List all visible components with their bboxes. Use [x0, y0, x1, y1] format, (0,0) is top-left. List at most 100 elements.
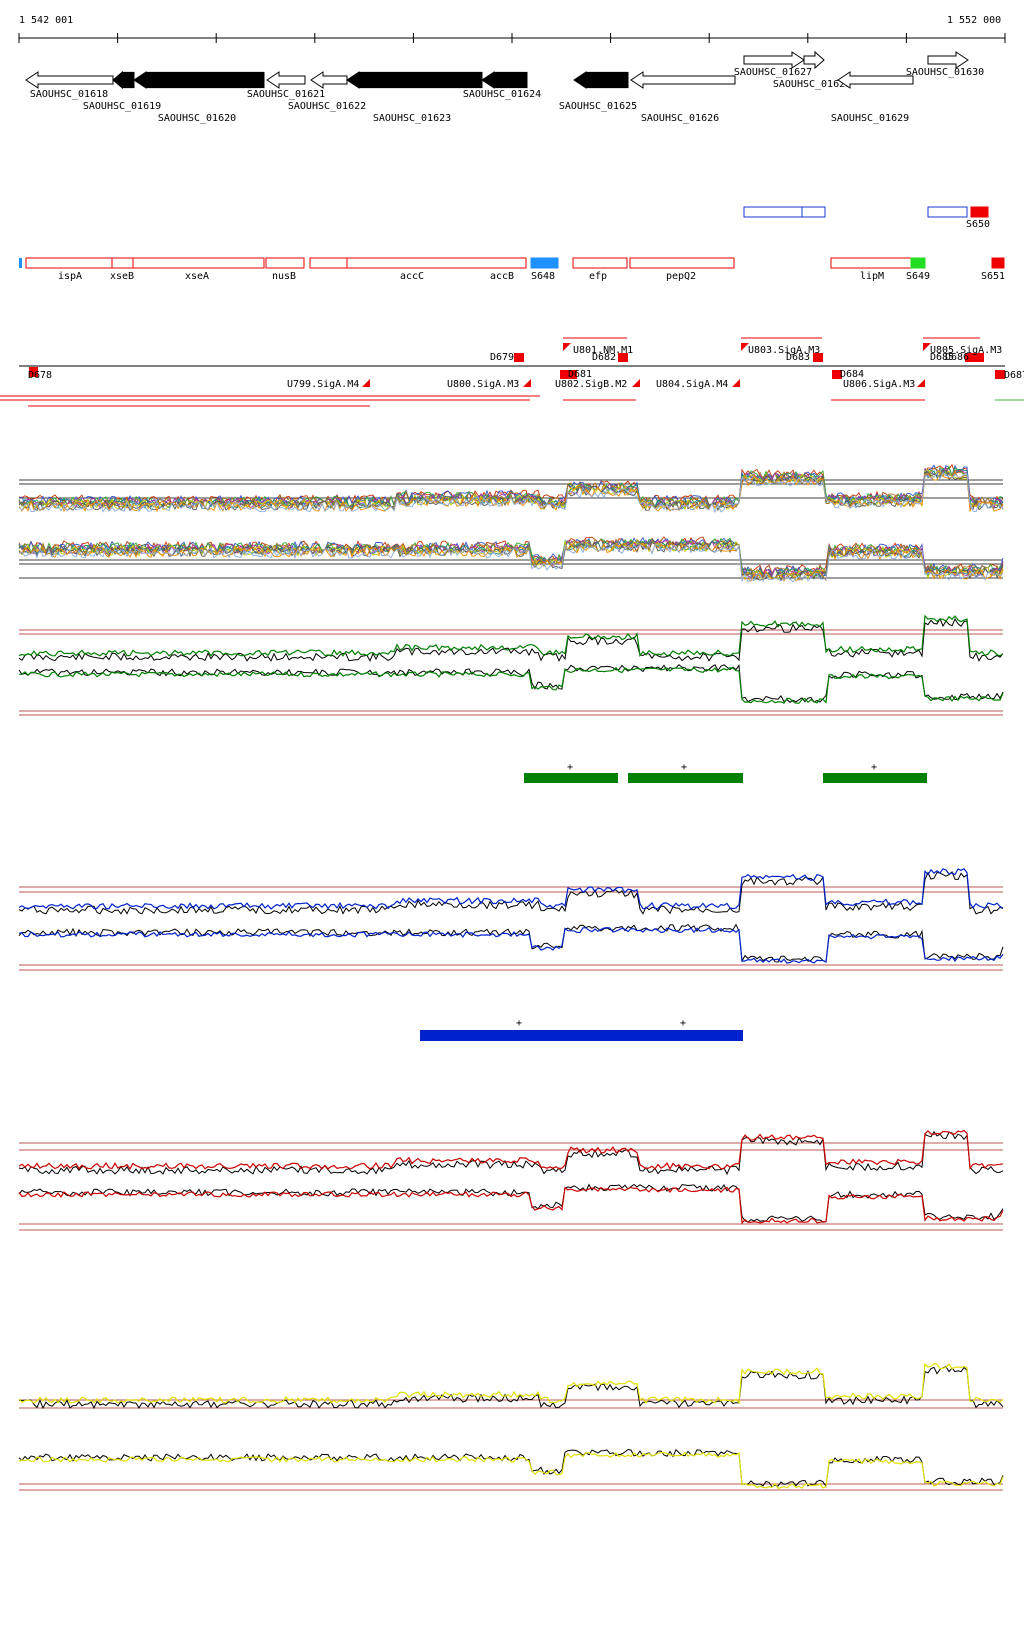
- profile-line: [18, 1183, 1004, 1223]
- ruler-start-label: 1 542 001: [19, 15, 73, 26]
- promoter-flag: [923, 343, 931, 351]
- green-significance-track: + + +: [524, 762, 927, 783]
- gene-arrow: [310, 71, 348, 89]
- feature-box: [25, 257, 113, 269]
- feature-label: S650: [966, 219, 990, 230]
- feature-box: [111, 257, 134, 269]
- profile-line: [18, 1362, 1004, 1405]
- feature-box: [132, 257, 265, 269]
- yellow-expression-track: [18, 1362, 1004, 1491]
- segment-label: U799.SigA.M4: [287, 379, 359, 390]
- green-expression-track: [18, 614, 1004, 716]
- gene-label: SAOUHSC_01623: [373, 113, 451, 124]
- gene-label: SAOUHSC_01620: [158, 113, 236, 124]
- profile-line: [18, 543, 1004, 583]
- profile-line: [18, 541, 1004, 582]
- ruler-end-label: 1 552 000: [947, 15, 1001, 26]
- segment-marker: [514, 353, 524, 362]
- feature-edge-marker: [19, 258, 22, 268]
- gene-label: SAOUHSC_01629: [831, 113, 909, 124]
- segment-label: U801.NM.M1: [573, 345, 633, 356]
- segment-marker: [832, 370, 842, 379]
- promoter-flag: [523, 379, 531, 387]
- gene-label: SAOUHSC_01618: [30, 89, 108, 100]
- segment-label: D678: [28, 370, 52, 381]
- promoter-flag: [362, 379, 370, 387]
- profile-line: [18, 923, 1004, 963]
- feature-box: [346, 257, 527, 269]
- feature-label: xseB: [110, 271, 134, 282]
- feature-label: accC: [400, 271, 424, 282]
- feature-label: xseA: [185, 271, 209, 282]
- segment-label: U805.SigA.M3: [930, 345, 1002, 356]
- segment-label: D686: [945, 352, 969, 363]
- gene-arrow: [837, 71, 914, 89]
- profile-line: [18, 926, 1004, 964]
- ruler-ticks: [18, 33, 1006, 43]
- segment-label: D683: [786, 352, 810, 363]
- gene-label: SAOUHSC_01624: [463, 89, 541, 100]
- gene-arrow: [630, 71, 736, 89]
- significance-bar: [524, 773, 618, 783]
- segment-label: U806.SigA.M3: [843, 379, 915, 390]
- segment-label: U804.SigA.M4: [656, 379, 728, 390]
- gene-arrow: [266, 71, 306, 89]
- gene-arrow: [743, 51, 805, 69]
- segment-marker: [975, 353, 984, 362]
- profile-line: [18, 540, 1004, 580]
- feature-label: S651: [981, 271, 1005, 282]
- gene-arrow: [346, 71, 483, 89]
- gene-arrow: [573, 71, 629, 89]
- feature-box: [309, 257, 348, 269]
- profile-line: [18, 868, 1004, 910]
- profile-line: [18, 617, 1004, 662]
- gene-arrow: [112, 70, 135, 90]
- gene-arrow: [25, 71, 114, 89]
- segment-marker: [965, 353, 975, 362]
- blue-significance-track: + +: [420, 1018, 743, 1041]
- blue-expression-track: [18, 868, 1004, 971]
- feature-label: lipM: [860, 271, 884, 282]
- gene-arrow: [481, 71, 528, 89]
- feature-label: efp: [589, 271, 607, 282]
- segment-label: D681: [568, 369, 592, 380]
- feature-label: S649: [906, 271, 930, 282]
- profile-line: [18, 1186, 1004, 1225]
- profile-line: [18, 1130, 1004, 1176]
- segment-track: D678 U799.SigA.M4 D679 U800.SigA.M3 U801.NM.…: [0, 337, 1024, 407]
- profile-line: [18, 540, 1004, 579]
- profile-line: [18, 614, 1004, 658]
- coordinate-ruler: 1 542 001 1 552 000: [18, 15, 1006, 43]
- profile-line: [18, 1448, 1004, 1488]
- segment-label: U802.SigB.M2: [555, 379, 627, 390]
- gene-label: SAOUHSC_01627: [734, 67, 812, 78]
- segment-label: D684: [840, 369, 864, 380]
- promoter-flag: [741, 343, 749, 351]
- profile-line: [18, 1129, 1004, 1171]
- feature-track: ispA xseB xseA nusB accC accB S648 efp pepQ2 lipM…: [19, 206, 1005, 282]
- segment-marker: [29, 367, 38, 377]
- feature-box: [530, 257, 559, 269]
- multi-condition-expression-track: [18, 463, 1004, 583]
- segment-label: U803.SigA.M3: [748, 345, 820, 356]
- segment-label: D685: [930, 352, 954, 363]
- segment-marker: [560, 370, 577, 379]
- significance-mark: +: [567, 762, 573, 773]
- promoter-flag: [732, 379, 740, 387]
- gene-arrow: [803, 50, 825, 70]
- segment-label: U800.SigA.M3: [447, 379, 519, 390]
- promoter-flag: [917, 379, 925, 387]
- profile-line: [18, 469, 1004, 511]
- profile-line: [18, 871, 1004, 915]
- gene-label: SAOUHSC_01621: [247, 89, 325, 100]
- blue-outline-box: [927, 206, 968, 218]
- profile-line: [18, 542, 1004, 582]
- significance-mark: +: [516, 1018, 522, 1029]
- profile-line: [18, 470, 1004, 513]
- feature-box: [265, 257, 305, 269]
- gene-arrow: [927, 51, 969, 69]
- gene-label: SAOUHSC_01625: [559, 101, 637, 112]
- significance-bar: [420, 1030, 743, 1041]
